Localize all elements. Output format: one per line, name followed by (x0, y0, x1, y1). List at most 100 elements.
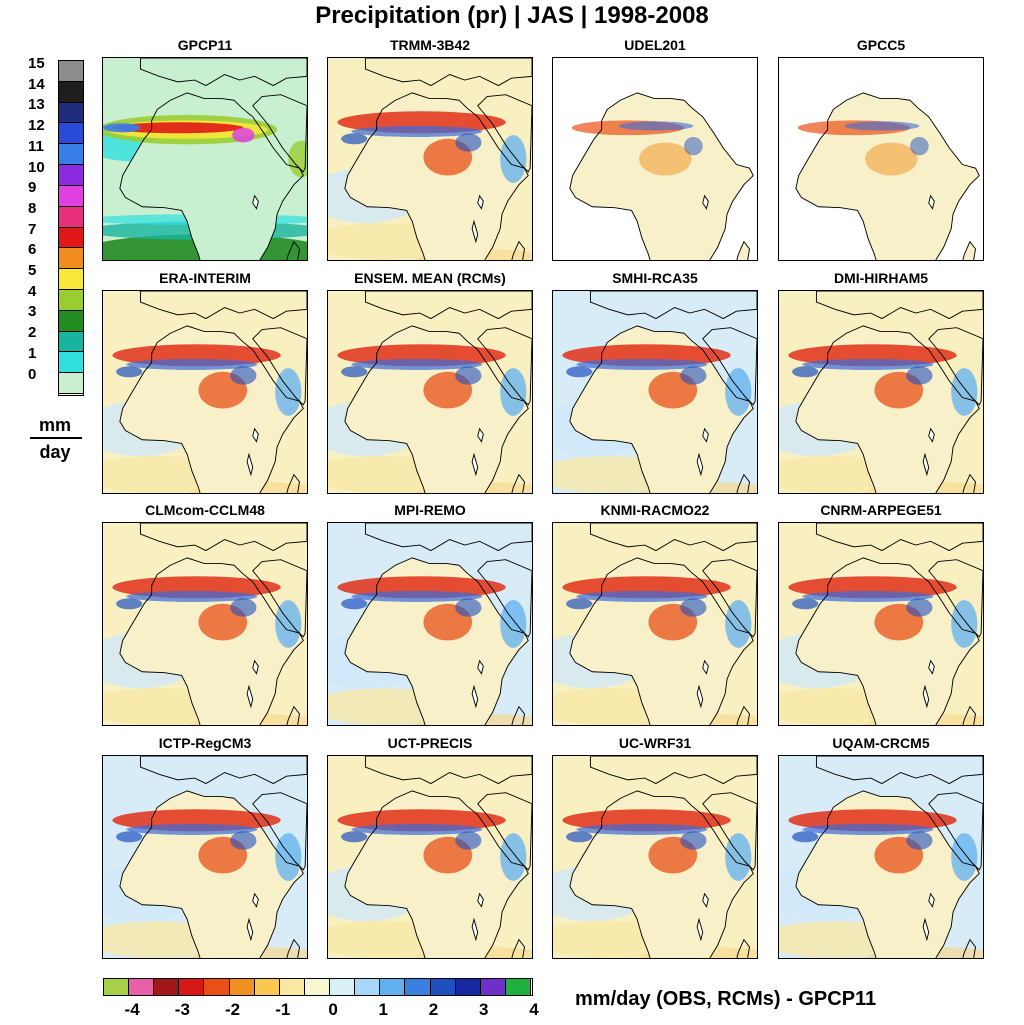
difference-colorbar-swatch (305, 979, 330, 995)
difference-colorbar-swatch (380, 979, 405, 995)
absolute-colorbar-tick: 11 (28, 139, 44, 154)
east-africa-anomaly (455, 133, 481, 151)
west-coast-anomaly (341, 831, 367, 842)
east-africa-anomaly (455, 366, 481, 384)
map-panel (102, 522, 308, 726)
map-panel (102, 755, 308, 959)
absolute-colorbar-swatch (59, 103, 83, 124)
difference-colorbar-tick: -2 (218, 1000, 248, 1020)
absolute-colorbar-swatch (59, 207, 83, 228)
map-panel (778, 522, 984, 726)
absolute-colorbar-tick: 14 (28, 77, 45, 92)
absolute-colorbar-tick: 5 (28, 263, 36, 278)
absolute-colorbar-swatch (59, 228, 83, 249)
west-coast-anomaly (792, 598, 818, 609)
difference-colorbar-swatch (405, 979, 430, 995)
map-panel (102, 290, 308, 494)
absolute-colorbar (58, 60, 84, 396)
map-panel (778, 755, 984, 959)
west-coast-anomaly (116, 598, 142, 609)
east-africa-anomaly (680, 831, 706, 849)
panel-title: KNMI-RACMO22 (550, 502, 760, 518)
difference-colorbar-swatch (204, 979, 229, 995)
panel-title: UDEL201 (550, 37, 760, 53)
difference-colorbar-tick: 3 (469, 1000, 499, 1020)
difference-colorbar-swatch (179, 979, 204, 995)
central-africa-anomaly (865, 142, 917, 175)
absolute-colorbar-swatch (59, 186, 83, 207)
difference-colorbar (103, 978, 533, 996)
panel-title: UQAM-CRCM5 (776, 735, 986, 751)
panel-title: ENSEM. MEAN (RCMs) (325, 270, 535, 286)
absolute-colorbar-tick: 1 (28, 346, 36, 361)
africa-map (779, 58, 983, 260)
west-coast-anomaly (566, 366, 592, 377)
difference-colorbar-swatch (154, 979, 179, 995)
west-coast-anomaly (116, 831, 142, 842)
africa-map (103, 58, 307, 260)
africa-map (328, 756, 532, 958)
unit-fraction-line (30, 437, 82, 439)
ethiopia-rain (232, 128, 254, 143)
map-panel (778, 290, 984, 494)
difference-colorbar-tick: 2 (419, 1000, 449, 1020)
difference-colorbar-tick: 0 (318, 1000, 348, 1020)
map-panel (552, 755, 758, 959)
unit-denominator: day (28, 442, 82, 463)
africa-map (328, 58, 532, 260)
panel-title: ICTP-RegCM3 (100, 735, 310, 751)
map-panel (102, 57, 308, 261)
difference-colorbar-swatch (104, 979, 129, 995)
map-panel (327, 290, 533, 494)
panel-title: MPI-REMO (325, 502, 535, 518)
east-africa-anomaly (684, 137, 703, 155)
africa-map (553, 291, 757, 493)
map-panel (327, 57, 533, 261)
absolute-colorbar-swatch (59, 290, 83, 311)
west-coast-anomaly (792, 366, 818, 377)
panel-title: CLMcom-CCLM48 (100, 502, 310, 518)
east-africa-anomaly (455, 598, 481, 616)
difference-colorbar-swatch (481, 979, 506, 995)
absolute-colorbar-swatch (59, 373, 83, 394)
map-panel (778, 57, 984, 261)
africa-map (328, 523, 532, 725)
difference-colorbar-swatch (506, 979, 531, 995)
east-africa-anomaly (906, 366, 932, 384)
panel-title: ERA-INTERIM (100, 270, 310, 286)
east-africa-anomaly (906, 831, 932, 849)
west-coast-anomaly (341, 366, 367, 377)
panel-title: DMI-HIRHAM5 (776, 270, 986, 286)
absolute-colorbar-tick: 0 (28, 367, 36, 382)
figure-title: Precipitation (pr) | JAS | 1998-2008 (0, 2, 1024, 30)
difference-colorbar-swatch (456, 979, 481, 995)
east-africa-anomaly (230, 831, 256, 849)
africa-map (328, 291, 532, 493)
sahel-anomaly (619, 121, 694, 130)
panel-title: SMHI-RCA35 (550, 270, 760, 286)
difference-colorbar-swatch (330, 979, 355, 995)
absolute-colorbar-swatch (59, 82, 83, 103)
africa-map (103, 756, 307, 958)
panel-title: UC-WRF31 (550, 735, 760, 751)
absolute-colorbar-tick: 8 (28, 201, 36, 216)
west-coast-anomaly (116, 366, 142, 377)
difference-colorbar-swatch (255, 979, 280, 995)
absolute-colorbar-swatch (59, 123, 83, 144)
panel-title: CNRM-ARPEGE51 (776, 502, 986, 518)
west-coast-anomaly (566, 831, 592, 842)
absolute-colorbar-tick: 15 (28, 56, 45, 71)
map-panel (327, 522, 533, 726)
africa-map (779, 756, 983, 958)
map-panel (327, 755, 533, 959)
sahel-rain-core (103, 123, 140, 132)
map-panel (552, 57, 758, 261)
difference-colorbar-tick: 1 (368, 1000, 398, 1020)
central-africa-anomaly (639, 142, 691, 175)
difference-colorbar-tick: -1 (268, 1000, 298, 1020)
absolute-colorbar-swatch (59, 269, 83, 290)
africa-map (553, 756, 757, 958)
map-panel (552, 290, 758, 494)
unit-numerator: mm (28, 415, 82, 436)
sahel-anomaly (845, 121, 920, 130)
